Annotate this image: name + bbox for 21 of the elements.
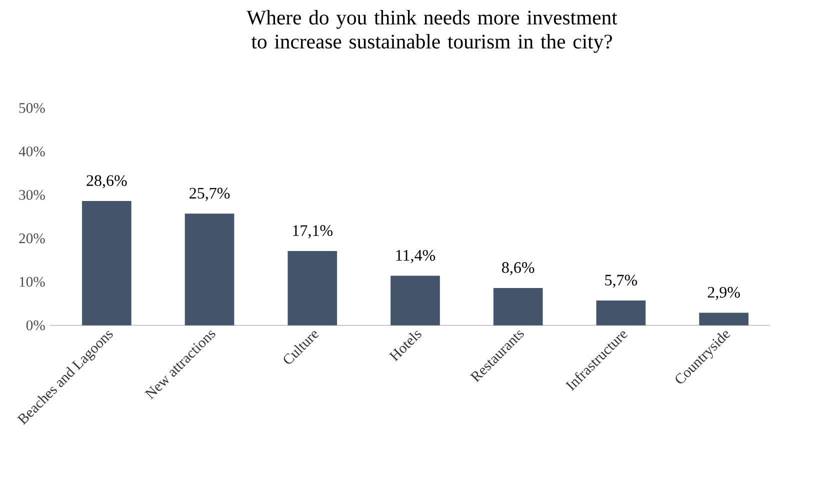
- data-label: 11,4%: [396, 250, 436, 264]
- bar: [493, 288, 543, 326]
- y-tick-label: 20%: [19, 233, 45, 244]
- chart-title: Where do you think needs more investment to increase sustainable tourism in the city?: [246, 10, 618, 53]
- data-label: 8,6%: [502, 262, 534, 276]
- y-tick-label: 10%: [20, 276, 45, 287]
- bar: [699, 312, 748, 326]
- bar: [184, 214, 234, 326]
- data-label: 5,7%: [605, 274, 638, 288]
- data-label: 25,7%: [190, 188, 230, 201]
- bar: [390, 276, 440, 326]
- data-label: 28,6%: [86, 175, 127, 188]
- bar: [82, 201, 132, 326]
- y-tick-label: 0%: [26, 320, 45, 330]
- y-tick-label: 30%: [19, 190, 45, 200]
- y-tick-label: 40%: [18, 146, 45, 156]
- data-label: 2,9%: [708, 286, 740, 300]
- bar: [596, 300, 646, 326]
- y-tick-label: 50%: [19, 103, 45, 113]
- data-label: 17,1%: [293, 225, 332, 238]
- bar: [288, 250, 338, 326]
